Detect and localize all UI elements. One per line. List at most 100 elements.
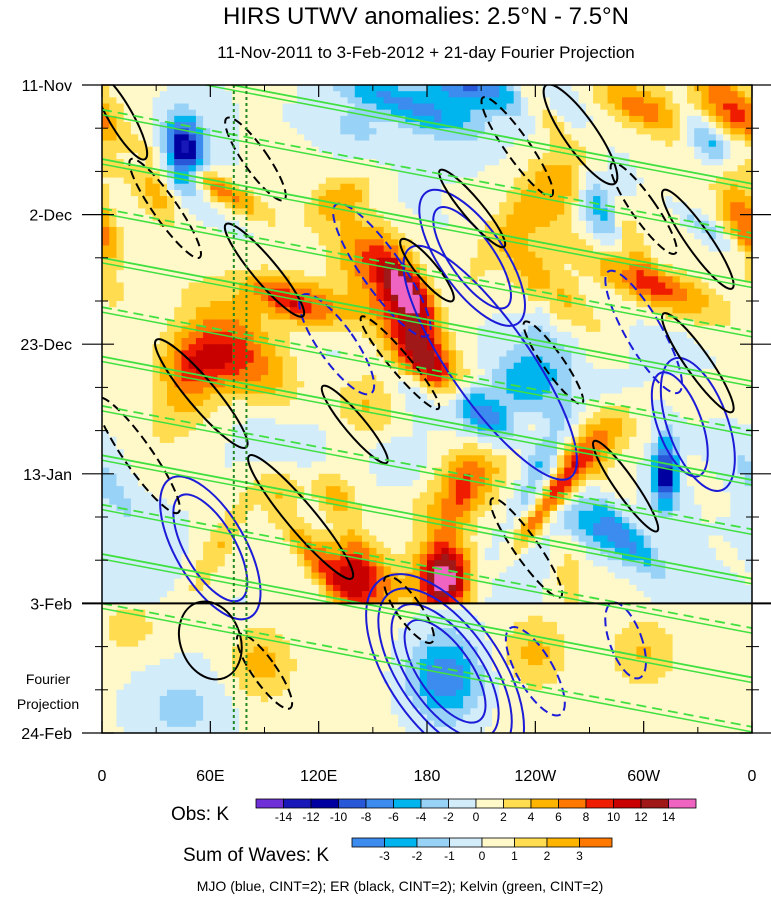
field-cell [701,97,710,104]
field-cell [585,387,594,394]
field-cell [340,368,348,376]
field-cell [715,301,724,308]
field-cell [744,319,752,327]
field-cell [744,233,752,240]
field-cell [362,214,370,222]
field-cell [369,152,377,160]
field-cell [210,239,218,246]
field-cell [600,91,608,98]
field-cell [506,307,515,314]
field-cell [614,134,623,141]
field-cell [622,338,630,345]
field-cell [593,177,601,185]
field-cell [701,362,710,370]
field-cell [730,189,738,197]
field-cell [687,189,695,197]
field-cell [650,239,659,246]
field-cell [362,338,370,345]
field-cell [130,128,139,135]
field-cell [427,344,435,351]
field-cell [347,165,356,172]
field-cell [643,331,652,339]
field-cell [542,226,551,234]
field-cell [152,128,161,135]
field-cell [564,97,572,104]
field-cell [362,319,370,327]
field-cell [687,282,695,290]
field-cell [369,257,377,265]
field-cell [195,208,204,215]
field-cell [282,313,291,320]
field-cell [557,183,565,191]
field-cell [383,381,392,388]
field-cell [463,313,471,320]
field-cell [174,368,182,376]
field-cell [578,208,587,215]
field-cell [463,368,471,376]
field-cell [564,115,572,123]
field-cell [427,208,435,215]
field-cell [224,208,233,215]
field-cell [152,387,161,394]
field-cell [195,122,204,129]
field-cell [159,171,168,178]
field-cell [116,226,125,234]
field-cell [102,350,110,357]
field-cell [549,165,558,172]
field-cell [268,245,276,253]
field-cell [600,375,608,382]
field-cell [275,325,283,333]
field-cell [679,97,688,104]
field-cell [311,171,320,178]
field-cell [557,245,565,253]
field-cell [687,165,695,172]
field-cell [672,276,681,283]
field-cell [455,325,464,333]
field-cell [275,202,283,209]
field-cell [383,294,392,302]
field-cell [614,282,623,290]
field-cell [650,171,659,178]
field-cell [325,165,334,172]
field-cell [275,109,283,117]
field-cell [679,393,688,401]
field-cell [109,134,117,141]
field-cell [347,276,356,283]
field-cell [268,325,276,333]
field-cell [614,196,623,203]
field-cell [282,399,291,407]
field-cell [275,418,283,425]
field-cell [455,183,464,191]
field-cell [174,115,182,123]
field-cell [333,97,341,104]
field-cell [318,115,327,123]
field-cell [585,270,594,277]
field-cell [347,270,356,277]
field-cell [325,97,334,104]
field-cell [405,134,413,141]
field-cell [398,152,406,160]
field-cell [506,350,515,357]
field-cell [492,140,500,148]
field-cell [441,226,450,234]
field-cell [470,220,478,228]
field-cell [246,294,255,302]
field-cell [333,128,341,135]
field-cell [665,171,673,178]
field-cell [159,387,168,394]
field-cell [145,344,153,351]
field-cell [622,97,630,104]
field-cell [232,85,240,92]
field-cell [224,288,233,296]
field-cell [412,202,421,209]
field-cell [138,356,146,364]
field-cell [593,115,601,123]
field-cell [715,85,724,92]
field-cell [203,257,211,265]
field-cell [369,140,377,148]
field-cell [636,245,645,253]
field-cell [643,381,652,388]
field-cell [470,233,478,240]
field-cell [477,257,486,265]
field-cell [636,134,645,141]
